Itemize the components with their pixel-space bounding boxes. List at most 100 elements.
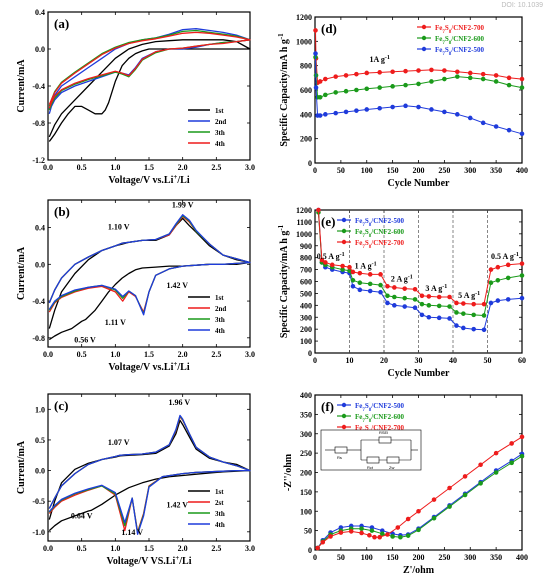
y-tick-label: 100	[300, 507, 312, 516]
data-point	[412, 297, 418, 302]
y-tick-label: 0	[308, 546, 312, 555]
x-tick-label: 0	[313, 356, 317, 365]
data-point	[377, 70, 382, 75]
data-point	[505, 275, 511, 281]
circuit-label: Zw	[389, 465, 394, 470]
data-point	[350, 283, 356, 289]
doi-watermark: DOI: 10.1039	[501, 2, 543, 9]
annotation-label: 1.96 V	[168, 398, 190, 407]
data-point	[416, 527, 421, 533]
data-point	[364, 107, 370, 112]
data-point	[403, 68, 408, 74]
panel-label-d: (d)	[321, 21, 337, 36]
data-point	[402, 304, 408, 309]
data-point	[493, 124, 499, 129]
data-point	[447, 316, 452, 321]
y-tick-label: 1200	[296, 13, 312, 22]
x-tick-label: 1.0	[110, 544, 120, 553]
y-tick-label: -0.4	[32, 82, 45, 91]
data-point	[431, 515, 437, 521]
x-tick-label: 150	[387, 553, 399, 562]
x-axis-label: Voltage/V VS.Li+/Li	[107, 554, 192, 567]
legend-label: 1st	[215, 294, 224, 302]
data-point	[519, 76, 525, 82]
x-tick-label: 300	[464, 166, 476, 175]
y-tick-label: 200	[300, 135, 312, 144]
data-point	[317, 95, 323, 100]
data-point	[403, 103, 408, 109]
data-point	[390, 84, 395, 89]
data-point	[462, 492, 468, 498]
data-point	[354, 87, 359, 93]
x-tick-label: 0.0	[43, 544, 53, 553]
data-point	[395, 525, 401, 530]
data-point	[436, 303, 442, 309]
data-point	[385, 293, 390, 299]
data-point	[392, 294, 397, 300]
data-point	[357, 287, 363, 293]
data-point	[505, 262, 511, 268]
x-tick-label: 0.0	[43, 350, 53, 359]
x-tick-label: 60	[518, 356, 526, 365]
x-tick-label: 1.0	[110, 350, 120, 359]
x-tick-label: 200	[413, 553, 425, 562]
circuit-label: Rct	[367, 465, 374, 470]
data-point	[467, 70, 473, 76]
x-axis-label: Voltage/V vs.Li+/Li	[108, 173, 189, 186]
data-point	[509, 460, 514, 466]
legend-label: 4th	[215, 140, 225, 148]
data-point	[359, 530, 364, 536]
x-tick-label: 20	[380, 356, 388, 365]
data-point	[493, 450, 499, 456]
y-tick-label: 500	[300, 289, 312, 298]
legend-a: 1st 2nd 3th 4th	[188, 107, 226, 148]
y-axis-label: Specific Capacity/mA h g-1	[277, 33, 290, 147]
y-axis-label: Current/mA	[16, 440, 27, 494]
data-point	[313, 51, 318, 56]
x-tick-label: 2.5	[211, 350, 221, 359]
data-point	[495, 298, 501, 303]
y-tick-label: -0.4	[32, 297, 45, 306]
data-point	[390, 69, 395, 75]
data-point	[454, 323, 459, 328]
data-point	[357, 270, 363, 276]
y-tick-label: 400	[300, 110, 312, 119]
data-point	[480, 76, 486, 82]
data-point	[416, 81, 421, 87]
data-point	[319, 257, 325, 263]
x-axis-label: Voltage/V vs.Li+/Li	[108, 360, 189, 373]
x-tick-label: 0.5	[77, 163, 87, 172]
x-tick-label: 250	[438, 166, 450, 175]
data-point	[333, 110, 339, 116]
data-point	[519, 295, 525, 301]
data-point	[348, 529, 354, 534]
data-point	[390, 104, 395, 110]
legend-label: Fe7S8/CNF2-600	[435, 35, 484, 46]
data-point	[367, 272, 373, 277]
data-point	[493, 470, 499, 475]
data-point	[467, 75, 473, 81]
x-tick-label: 300	[464, 553, 476, 562]
x-tick-label: 2.0	[178, 163, 188, 172]
panel-f: 0 50 100 150 200 250 300 350 400 0 50 100 150 200 250 3…	[283, 391, 528, 576]
y-tick-label: 600	[300, 86, 312, 95]
annotation-label: 0.5 A g-1	[491, 252, 519, 261]
legend-label: Fe7S8/CNF2-600	[355, 228, 404, 239]
legend-marker	[341, 413, 347, 419]
y-axis-label: Current/mA	[16, 59, 27, 113]
y-tick-label: 0.4	[35, 8, 45, 17]
y-tick-label: 100	[300, 337, 312, 346]
legend-e: Fe7S8/CNF2-500Fe7S8/CNF2-600Fe7S8/CNF2-7…	[337, 217, 404, 250]
data-point	[392, 285, 397, 290]
y-tick-label: 300	[300, 430, 312, 439]
data-point	[405, 533, 411, 538]
data-point	[481, 327, 487, 333]
legend-label: Fe7S8/CNF2-500	[355, 402, 404, 413]
data-point	[402, 295, 408, 301]
data-point	[461, 311, 466, 316]
y-tick-label: 0.0	[35, 467, 45, 476]
data-point	[378, 282, 383, 288]
annotation-label: 0.5 A g-1	[317, 252, 345, 261]
data-point	[367, 288, 373, 294]
y-tick-label: 800	[300, 62, 312, 71]
